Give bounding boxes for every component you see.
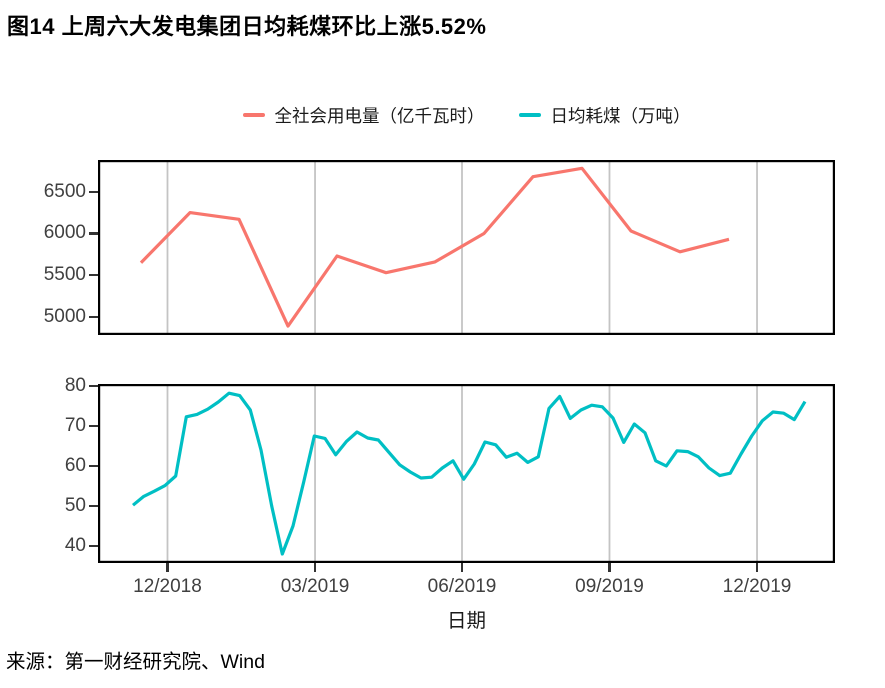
x-tick [608,563,611,572]
y-tick [89,544,98,548]
y-tick-label: 40 [64,535,86,556]
legend: 全社会用电量（亿千瓦时） 日均耗煤（万吨） [98,102,835,128]
electricity-legend-key-icon [242,113,265,117]
y-tick [89,190,98,193]
y-tick-label: 5500 [43,264,86,286]
y-tick [89,504,98,508]
panel-bottom [98,384,835,564]
x-tick-label: 06/2019 [427,576,497,597]
x-tick-label: 12/2018 [133,576,202,597]
x-tick-label: 03/2019 [280,576,350,597]
y-tick [89,464,98,468]
legend-item-coal: 日均耗煤（万吨） [518,103,691,128]
y-tick-label: 60 [64,455,86,476]
panel-top [98,160,835,336]
chart-title: 图14 上周六大发电集团日均耗煤环比上涨5.52% [7,14,487,39]
panel-border [98,160,835,336]
y-tick-label: 6500 [43,180,86,202]
y-tick [89,274,98,277]
y-tick [89,232,98,235]
series-line-coal [131,391,807,556]
y-tick-label: 6000 [43,222,86,244]
x-tick [313,563,317,572]
x-tick [166,563,169,572]
y-tick [89,424,98,428]
x-tick-label: 12/2019 [722,576,792,597]
y-tick-label: 70 [64,415,86,436]
panel-border [98,384,835,564]
x-axis-title: 日期 [446,610,486,632]
x-tick-label: 09/2019 [575,576,644,597]
coal-legend-key-icon [518,113,541,117]
y-tick [89,384,98,388]
legend-label-electricity: 全社会用电量（亿千瓦时） [274,105,485,126]
series-line-electricity [139,166,730,328]
y-tick-label: 50 [64,495,86,516]
source-note: 来源：第一财经研究院、Wind [6,651,265,673]
y-tick-label: 80 [64,375,86,396]
y-tick-label: 5000 [43,305,86,327]
legend-item-electricity: 全社会用电量（亿千瓦时） [242,103,485,128]
x-tick [755,563,759,572]
x-tick [460,563,464,572]
y-tick [89,315,98,319]
legend-label-coal: 日均耗煤（万吨） [550,105,691,126]
